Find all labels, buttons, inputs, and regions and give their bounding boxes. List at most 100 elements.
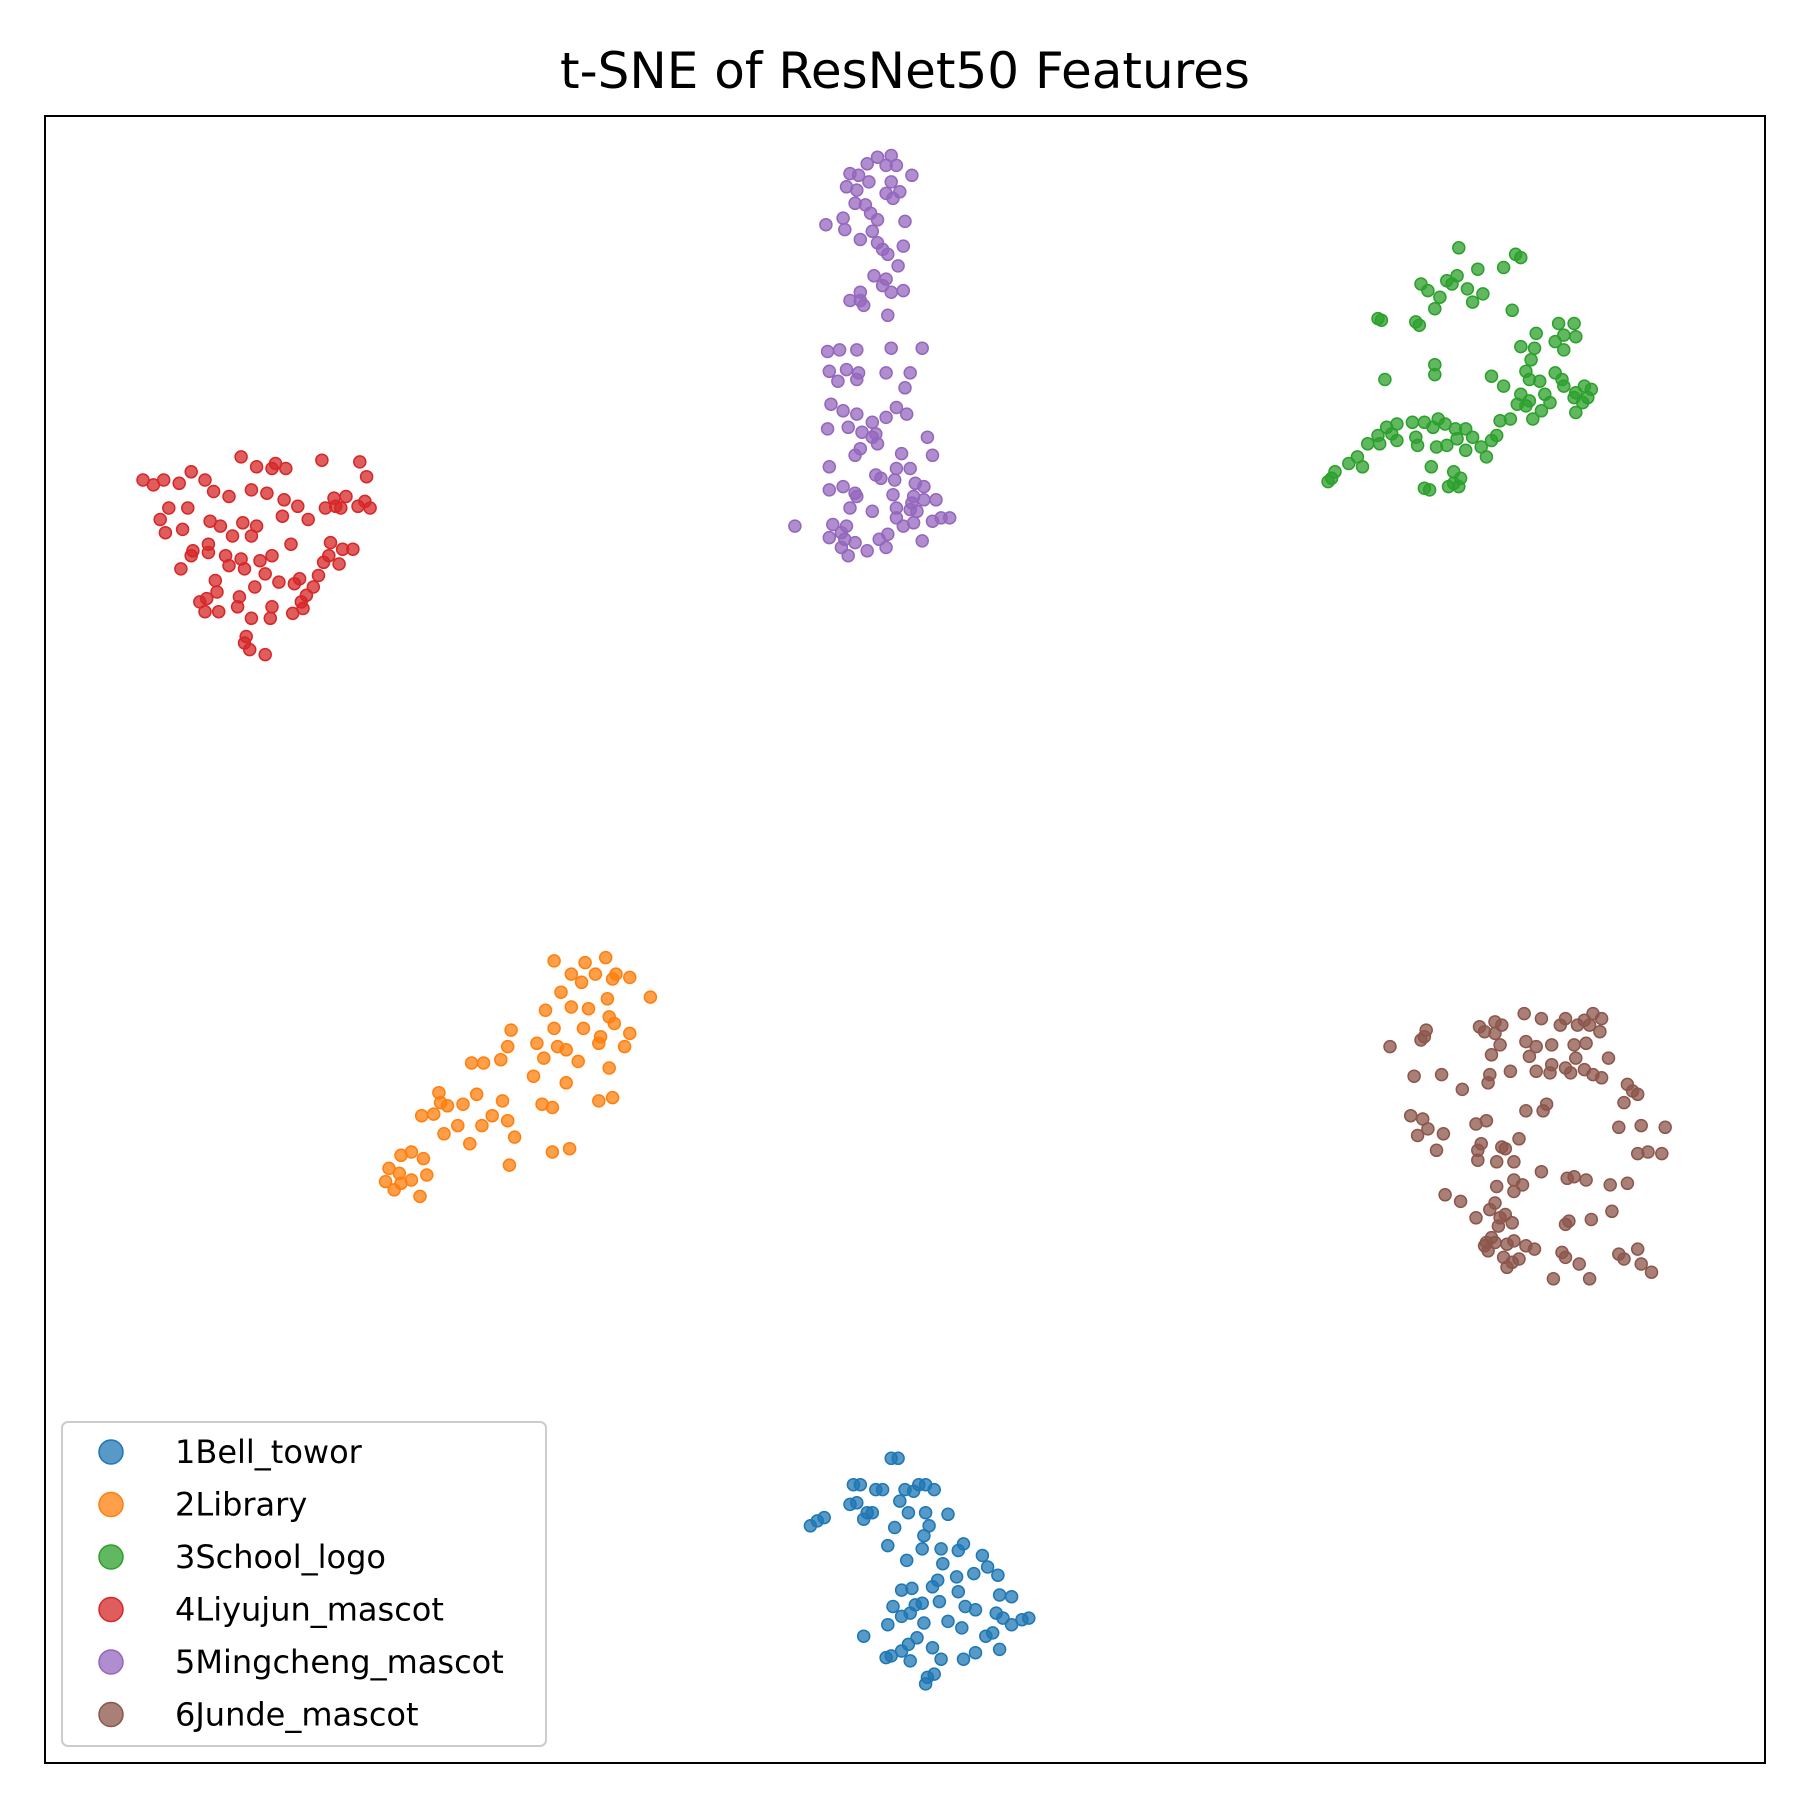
scatter-point <box>643 990 658 1004</box>
scatter-point <box>236 516 250 530</box>
scatter-point <box>850 1496 864 1510</box>
scatter-point <box>1436 1127 1451 1141</box>
scatter-point <box>1452 479 1466 494</box>
scatter-point <box>979 1629 993 1643</box>
legend-marker <box>98 1701 124 1728</box>
scatter-point <box>476 1056 491 1070</box>
scatter-point <box>175 522 190 537</box>
scatter-point <box>265 548 279 563</box>
scatter-point <box>920 430 935 444</box>
scatter-point <box>839 519 854 533</box>
scatter-point <box>838 222 852 237</box>
scatter-point <box>1617 1252 1631 1266</box>
series-1 <box>803 1451 1036 1691</box>
scatter-point <box>495 1094 510 1108</box>
scatter-point <box>504 1023 518 1037</box>
scatter-point <box>1496 379 1511 393</box>
scatter-point <box>893 1494 907 1508</box>
scatter-point <box>554 985 568 999</box>
scatter-point <box>884 285 898 299</box>
series-6 <box>1383 1006 1672 1286</box>
scatter-point <box>574 975 589 990</box>
scatter-points <box>136 148 1672 1691</box>
scatter-point <box>896 283 911 298</box>
legend-marker <box>98 1439 124 1465</box>
scatter-point <box>1620 1176 1635 1191</box>
scatter-point <box>153 512 167 527</box>
scatter-point <box>865 415 880 430</box>
scatter-point <box>1569 1051 1583 1065</box>
scatter-point <box>881 1617 895 1632</box>
scatter-point <box>925 1580 940 1594</box>
scatter-point <box>853 232 868 247</box>
scatter-point <box>822 364 837 379</box>
scatter-point <box>1491 1219 1506 1233</box>
scatter-point <box>332 557 346 571</box>
scatter-point <box>600 992 615 1006</box>
scatter-point <box>992 1588 1007 1602</box>
scatter-point <box>862 175 876 189</box>
scatter-point <box>1484 369 1499 383</box>
scatter-point <box>870 437 885 451</box>
series-2 <box>378 950 658 1204</box>
scatter-point <box>886 488 900 502</box>
scatter-point <box>898 214 912 229</box>
scatter-point <box>469 1087 484 1102</box>
scatter-point <box>915 341 929 355</box>
scatter-point <box>284 537 298 551</box>
scatter-point <box>894 446 909 461</box>
scatter-point <box>1517 1006 1531 1021</box>
scatter-point <box>1372 437 1387 451</box>
legend-label: 4Liyujun_mascot <box>175 1591 444 1629</box>
scatter-point <box>1421 1122 1435 1136</box>
scatter-point <box>915 1596 929 1610</box>
scatter-point <box>903 1654 917 1668</box>
scatter-point <box>1593 1024 1607 1039</box>
scatter-point <box>884 175 898 189</box>
legend-marker <box>98 1491 124 1518</box>
scatter-point <box>856 1629 871 1643</box>
scatter-point <box>291 499 305 514</box>
scatter-point <box>571 1054 585 1069</box>
scatter-point <box>901 1505 916 1520</box>
scatter-point <box>279 461 293 476</box>
scatter-point <box>334 501 348 515</box>
scatter-point <box>822 530 837 545</box>
scatter-point <box>891 1451 905 1466</box>
scatter-point <box>1378 372 1392 387</box>
scatter-point <box>949 1570 964 1584</box>
scatter-point <box>968 1603 983 1617</box>
scatter-point <box>879 410 893 425</box>
scatter-point <box>934 1652 948 1666</box>
scatter-point <box>1603 1178 1617 1192</box>
scatter-point <box>287 576 302 591</box>
scatter-point <box>1022 1611 1036 1625</box>
scatter-point <box>1471 1153 1485 1167</box>
scatter-point <box>874 471 888 486</box>
scatter-point <box>1572 1257 1586 1271</box>
scatter-point <box>1579 1173 1593 1187</box>
scatter-point <box>1567 1038 1581 1052</box>
scatter-point <box>1414 1033 1428 1047</box>
scatter-point <box>1524 353 1538 367</box>
scatter-point <box>850 372 864 387</box>
scatter-point <box>530 1036 544 1051</box>
scatter-point <box>1403 1108 1418 1123</box>
scatter-point <box>1534 404 1549 418</box>
legend-marker <box>98 1544 124 1570</box>
scatter-point <box>879 540 893 555</box>
scatter-point <box>538 1003 553 1018</box>
scatter-point <box>891 259 905 273</box>
scatter-point <box>788 519 802 533</box>
scatter-point <box>265 600 279 614</box>
series-3 <box>1321 241 1599 497</box>
scatter-point <box>850 183 864 197</box>
scatter-point <box>1433 290 1447 304</box>
scatter-point <box>607 1016 622 1031</box>
scatter-point <box>258 647 272 662</box>
scatter-point <box>244 611 259 626</box>
scatter-point <box>237 562 252 576</box>
scatter-point <box>1529 326 1543 341</box>
scatter-point <box>839 362 854 377</box>
scatter-point <box>413 1189 427 1204</box>
